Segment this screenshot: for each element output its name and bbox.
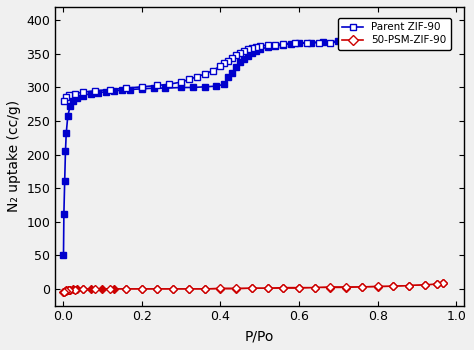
Y-axis label: N₂ uptake (cc/g): N₂ uptake (cc/g) [7, 100, 21, 212]
Legend: Parent ZIF-90, 50-PSM-ZIF-90: Parent ZIF-90, 50-PSM-ZIF-90 [338, 18, 451, 50]
X-axis label: P/Po: P/Po [245, 329, 274, 343]
